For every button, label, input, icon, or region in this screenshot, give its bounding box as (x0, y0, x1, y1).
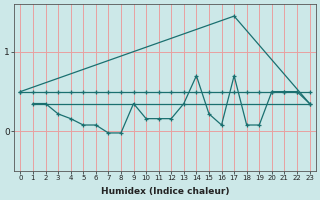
X-axis label: Humidex (Indice chaleur): Humidex (Indice chaleur) (101, 187, 229, 196)
